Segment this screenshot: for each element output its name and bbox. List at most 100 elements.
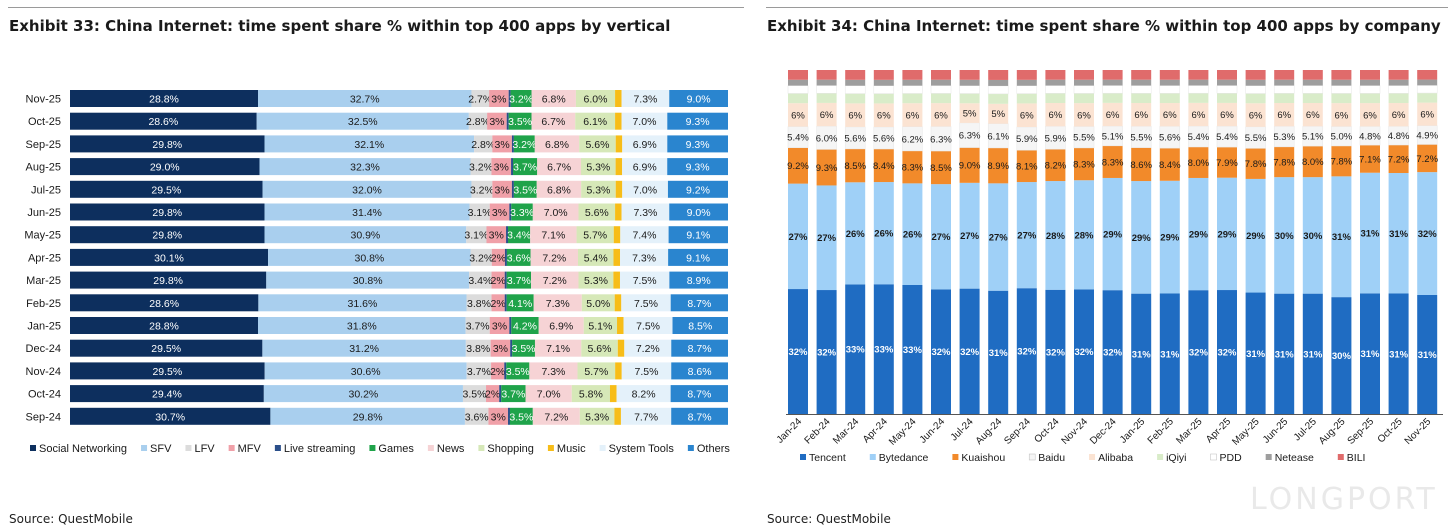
- data-label: 32%: [1017, 347, 1037, 358]
- bar-segment-system-tools: [621, 294, 671, 312]
- right-top-rule: [766, 7, 1448, 8]
- data-label: 32.1%: [354, 139, 384, 151]
- y-tick-label: Apr-25: [28, 252, 61, 264]
- bar-segment-games: [510, 90, 532, 107]
- data-label: 8.6%: [688, 366, 712, 378]
- bar-segment-social-networking: [70, 90, 258, 107]
- column-segment-kuaishou: [1360, 145, 1380, 173]
- bar-segment-live-streaming: [509, 317, 512, 334]
- data-label: 29%: [1189, 230, 1209, 241]
- legend-swatch: [1028, 453, 1036, 461]
- data-label: 3.2%: [512, 139, 536, 151]
- exhibit33-source: Source: QuestMobile: [9, 512, 133, 526]
- data-label: 6.1%: [583, 116, 607, 128]
- data-label: 9.3%: [816, 163, 838, 174]
- data-label: 9.2%: [686, 184, 710, 196]
- data-label: 5.6%: [585, 207, 609, 219]
- data-label: 30.8%: [354, 252, 384, 264]
- y-tick-label: Jan-25: [27, 321, 61, 333]
- bar-segment-games: [506, 271, 532, 289]
- x-tick-label: Aug-24: [974, 416, 1005, 447]
- data-label: 3.7%: [467, 366, 491, 378]
- column-segment-pdd: [1416, 85, 1438, 94]
- column-segment-pdd: [844, 85, 866, 94]
- data-label: 6%: [934, 110, 948, 121]
- data-label: 6%: [1106, 110, 1120, 121]
- y-tick-label: Oct-24: [28, 389, 61, 401]
- column-segment-tencent: [1360, 293, 1380, 414]
- bar-segment-live-streaming: [508, 90, 511, 107]
- bar-segment-others: [669, 203, 728, 221]
- column-segment-kuaishou: [1388, 145, 1409, 174]
- data-label: 32%: [1418, 229, 1438, 240]
- data-label: 29.5%: [151, 184, 181, 196]
- bar-segment-sfv: [262, 339, 466, 357]
- column-segment-bytedance: [1045, 181, 1066, 290]
- data-label: 7.3%: [541, 366, 565, 378]
- data-label: 5.5%: [1130, 132, 1152, 143]
- data-label: 5.9%: [1045, 133, 1067, 144]
- legend-swatch: [228, 445, 235, 451]
- column-segment-iqiyi: [1331, 93, 1352, 104]
- bar-segment-music: [613, 226, 621, 244]
- data-label: 8.5%: [844, 161, 866, 172]
- data-label: 6%: [1363, 110, 1377, 121]
- legend-swatch: [1089, 454, 1096, 460]
- bar-segment-music: [613, 248, 621, 266]
- data-label: 6%: [791, 110, 805, 121]
- column-segment-alibaba: [1302, 103, 1323, 127]
- exhibit34-source: Source: QuestMobile: [767, 512, 891, 526]
- column-segment-bytedance: [788, 183, 808, 290]
- column-segment-netease: [1016, 79, 1037, 86]
- bar-segment-games: [511, 317, 539, 334]
- data-label: 5.1%: [588, 321, 612, 333]
- column-segment-tencent: [902, 285, 923, 414]
- data-label: 5.5%: [1245, 133, 1267, 144]
- column-segment-alibaba: [1159, 103, 1180, 127]
- bar-segment-live-streaming: [508, 407, 510, 425]
- column-segment-pdd: [1188, 85, 1209, 94]
- column-segment-iqiyi: [1217, 93, 1237, 103]
- data-label: 6%: [1306, 110, 1320, 121]
- bar-segment-lfv: [466, 226, 487, 244]
- legend-swatch: [369, 445, 376, 451]
- data-label: 8.5%: [688, 321, 712, 333]
- data-label: 5.3%: [584, 275, 608, 287]
- column-segment-iqiyi: [1388, 93, 1409, 104]
- bar-segment-lfv: [468, 112, 488, 130]
- data-label: 9.3%: [686, 116, 710, 128]
- bar-segment-live-streaming: [511, 135, 514, 153]
- data-label: 8.4%: [873, 161, 895, 172]
- bar-segment-news: [534, 339, 582, 357]
- data-label: 3%: [495, 184, 510, 196]
- column-segment-netease: [931, 79, 951, 86]
- data-label: 7.0%: [633, 184, 657, 196]
- column-segment-bytedance: [873, 182, 894, 285]
- column-segment-bytedance: [902, 183, 923, 285]
- data-label: 3.1%: [464, 230, 488, 242]
- data-label: 29.8%: [153, 275, 183, 287]
- bar-segment-live-streaming: [506, 226, 509, 244]
- column-segment-kuaishou: [1302, 146, 1323, 178]
- column-segment-iqiyi: [845, 93, 866, 104]
- legend-item-sfv: SFV: [150, 443, 172, 455]
- y-tick-label: Nov-24: [26, 366, 61, 378]
- column-segment-alibaba: [1102, 102, 1123, 127]
- column-segment-kuaishou: [816, 149, 837, 186]
- legend-swatch: [427, 445, 434, 451]
- legend-swatch: [547, 445, 554, 451]
- data-label: 7.7%: [634, 411, 658, 423]
- bar-segment-others: [668, 226, 728, 244]
- bar-segment-mfv: [491, 248, 505, 266]
- bar-segment-mfv: [492, 135, 512, 153]
- bar-segment-live-streaming: [504, 294, 507, 312]
- data-label: 27%: [817, 233, 837, 244]
- data-label: 5.0%: [586, 298, 610, 310]
- legend-swatch: [952, 454, 959, 460]
- legend-swatch: [185, 445, 192, 451]
- column-segment-bili: [931, 70, 951, 80]
- data-label: 31.8%: [347, 321, 377, 333]
- bar-segment-social-networking: [70, 203, 265, 221]
- data-label: 5.4%: [1216, 132, 1238, 143]
